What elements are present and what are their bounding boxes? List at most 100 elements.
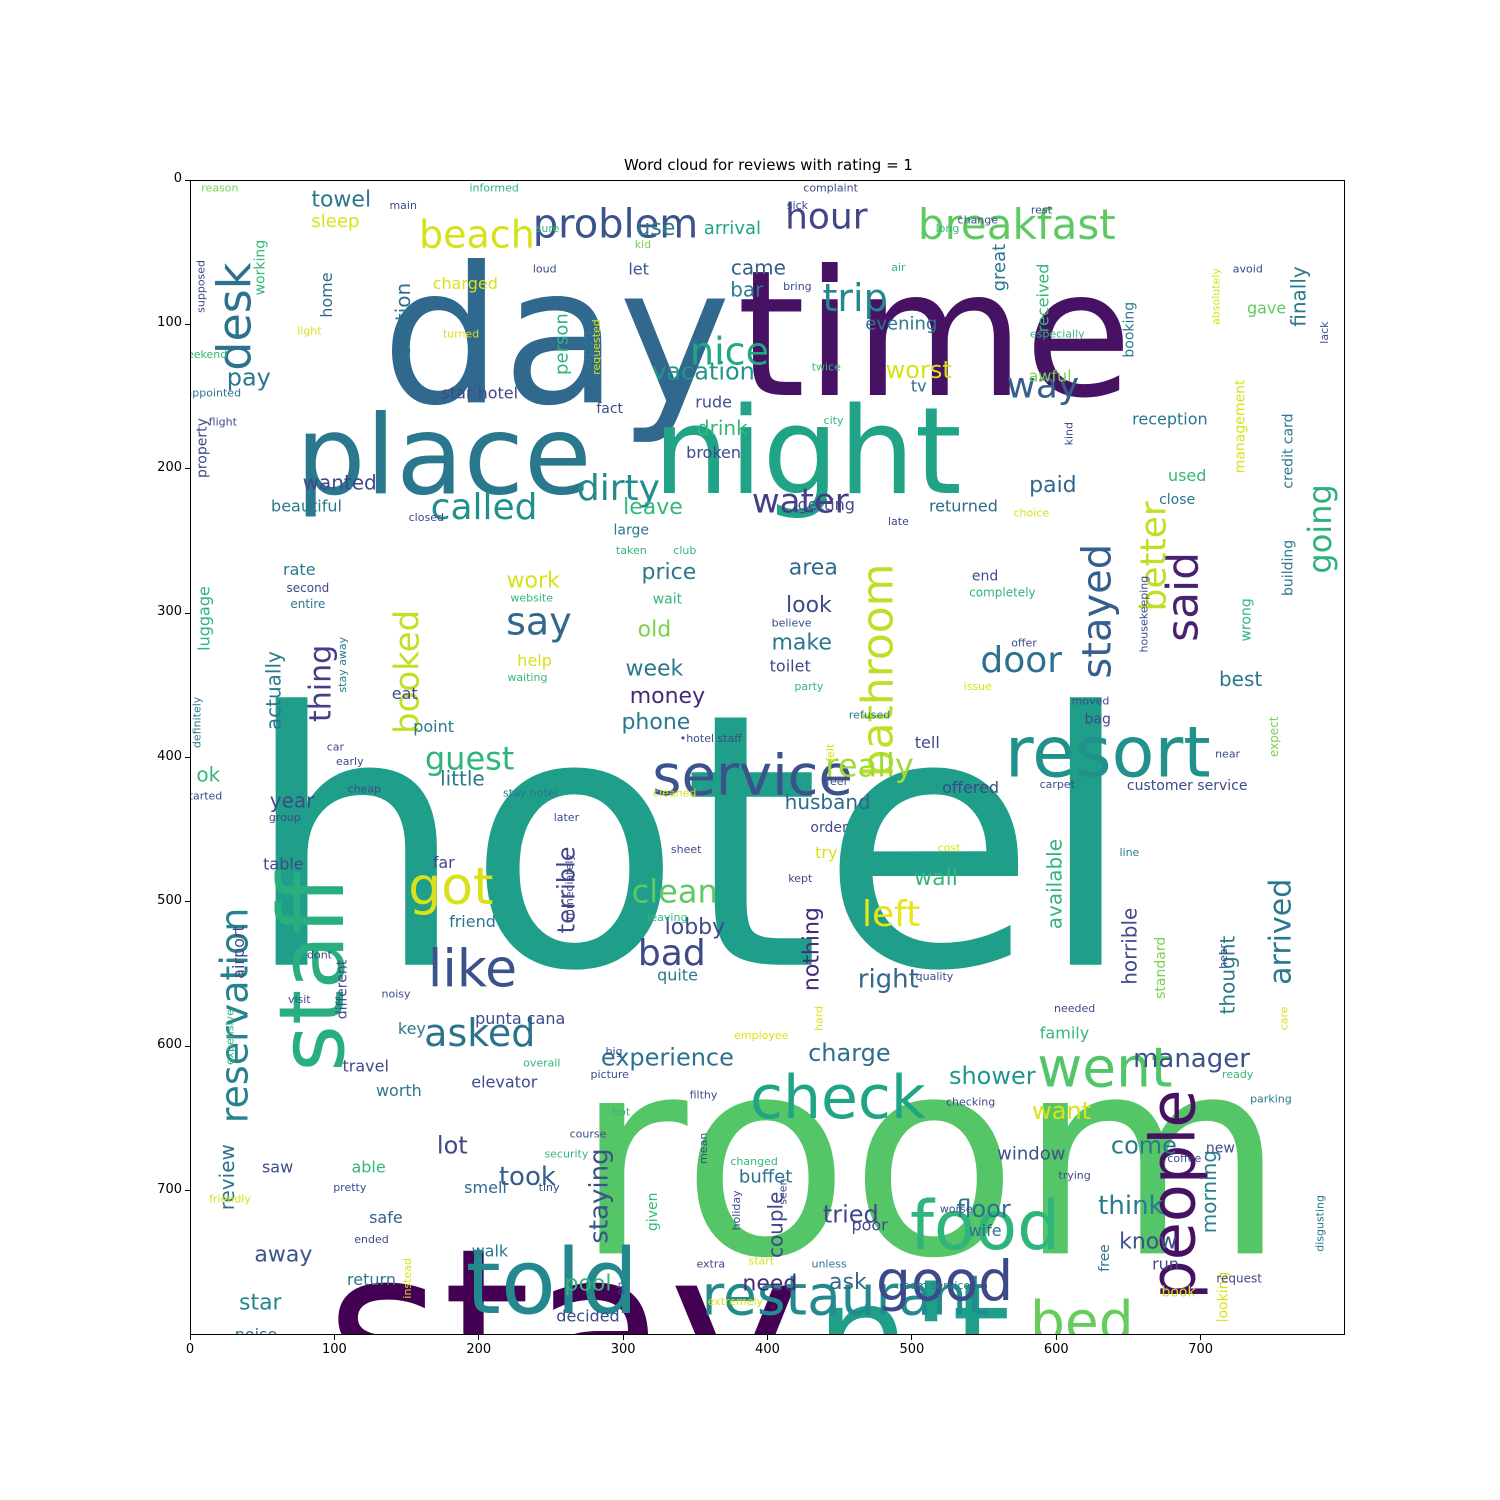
word-stay-away: stay away	[336, 636, 349, 692]
plot-area: hotelroomstaydaytimen'tnightplacetoldsta…	[190, 180, 1345, 1335]
word-hot: hot	[612, 1106, 631, 1119]
word-party: party	[794, 680, 824, 693]
word-ended: ended	[354, 1233, 388, 1246]
word-service: service	[652, 743, 853, 808]
word-later: later	[554, 811, 580, 824]
word-drink: drink	[697, 416, 748, 440]
word-cloud: hotelroomstaydaytimen'tnightplacetoldsta…	[191, 182, 1339, 1335]
word-end: end	[972, 569, 998, 585]
word-choice: choice	[1013, 507, 1049, 520]
word-terrible: terrible	[552, 846, 580, 933]
word-great: great	[989, 244, 1010, 292]
word-location: location	[391, 283, 415, 362]
chart-title: Word cloud for reviews with rating = 1	[624, 156, 913, 174]
word-come: come	[1111, 1131, 1177, 1159]
word-evening: evening	[865, 313, 937, 334]
word-reception: reception	[1132, 410, 1208, 429]
word-dirty: dirty	[577, 468, 660, 509]
word-kind: kind	[1062, 422, 1075, 445]
word-fact: fact	[596, 401, 623, 417]
word-extra: extra	[696, 1257, 725, 1270]
word-kept: kept	[788, 872, 813, 885]
word-floor: floor	[956, 1195, 1010, 1223]
word-club: club	[673, 544, 696, 557]
word-turned: turned	[443, 328, 479, 341]
word-pay: pay	[227, 363, 271, 391]
word-went: went	[1037, 1036, 1172, 1100]
word-room-service: room service	[899, 1279, 971, 1292]
word-absolutely: absolutely	[1210, 268, 1223, 325]
x-tick-label: 300	[610, 1342, 636, 1357]
word-lot: lot	[437, 1131, 468, 1159]
word-saw: saw	[262, 1158, 293, 1177]
word-rest: rest	[1031, 203, 1053, 216]
y-tick-label: 200	[157, 459, 182, 475]
word-getting: getting	[798, 495, 855, 514]
word-late: late	[888, 515, 909, 528]
y-tick-label: 700	[157, 1181, 182, 1197]
word-ask: ask	[829, 1270, 867, 1295]
x-tick-label: 700	[1188, 1342, 1214, 1357]
word-avoid: avoid	[1233, 263, 1263, 276]
word-cleaned: cleaned	[653, 787, 696, 800]
word-working: working	[252, 240, 268, 296]
word-sleep: sleep	[311, 211, 359, 232]
word-expensive: expensive	[224, 1009, 237, 1065]
y-tick-label: 400	[157, 748, 182, 764]
word-carpet: carpet	[1040, 778, 1076, 791]
word-key: key	[398, 1019, 426, 1038]
word-property: property	[195, 418, 211, 478]
word-refused: refused	[849, 709, 890, 722]
word-week: week	[625, 657, 683, 682]
word-reason: reason	[201, 182, 238, 195]
word-worst: worst	[886, 356, 952, 384]
word-took: took	[499, 1162, 556, 1192]
word-way: way	[1006, 366, 1079, 407]
word-got: got	[408, 857, 493, 917]
word-complaint: complaint	[803, 182, 858, 195]
word-near: near	[1215, 748, 1240, 761]
word-able: able	[351, 1158, 385, 1177]
word-point: point	[413, 717, 454, 736]
word-sick: sick	[787, 199, 809, 212]
word-toilet: toilet	[770, 657, 811, 676]
word-look: look	[786, 593, 832, 618]
word-trying: trying	[1058, 1169, 1090, 1182]
word-standard: standard	[1153, 937, 1169, 999]
word-star: star	[239, 1290, 283, 1315]
word-parking: parking	[1250, 1093, 1292, 1106]
word-definitely: definitely	[191, 696, 203, 748]
word-tv: tv	[911, 377, 927, 396]
word-old: old	[638, 618, 672, 643]
y-tick-label: 0	[173, 171, 182, 186]
word-bring: bring	[783, 280, 812, 293]
word-need: need	[742, 1272, 797, 1297]
word-window: window	[997, 1144, 1065, 1165]
word-paid: paid	[1029, 473, 1077, 498]
word-filthy: filthy	[690, 1088, 718, 1101]
word-little: little	[440, 767, 485, 791]
word-day: day	[382, 226, 731, 447]
word-bar: bar	[730, 277, 764, 301]
word-finally: finally	[1286, 266, 1310, 327]
word-entire: entire	[290, 597, 325, 611]
word-stay: stay	[325, 1201, 801, 1335]
word-wanted: wanted	[303, 471, 377, 495]
word-gave: gave	[1247, 299, 1286, 318]
word-staff: staff	[260, 871, 365, 1072]
word-star-hotel: star hotel	[442, 384, 519, 403]
word-hard: hard	[813, 1006, 826, 1031]
x-tick-label: 400	[755, 1342, 780, 1357]
y-tick-label: 500	[157, 892, 182, 908]
word-picture: picture	[590, 1068, 629, 1081]
word-air: air	[891, 261, 906, 274]
word-quite: quite	[657, 966, 698, 985]
word-going: going	[1301, 484, 1339, 573]
word-second: second	[287, 581, 330, 595]
word-open: open	[580, 331, 596, 366]
word-visit: visit	[288, 993, 311, 1006]
word-n-t: n't	[815, 1252, 1010, 1335]
word-charge: charge	[808, 1039, 891, 1067]
word-management: management	[1233, 379, 1249, 473]
